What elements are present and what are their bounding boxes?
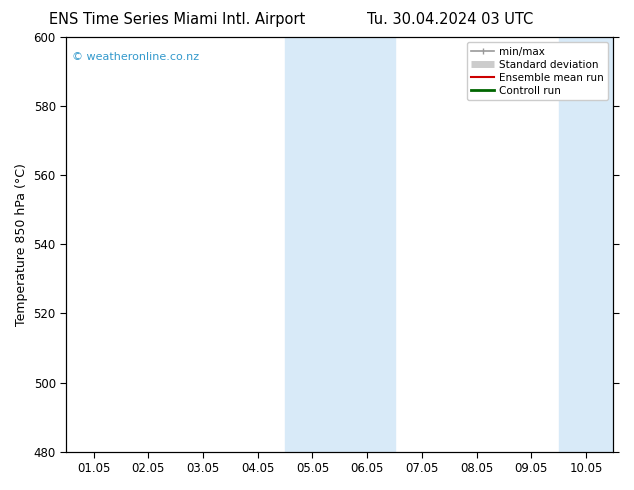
Text: © weatheronline.co.nz: © weatheronline.co.nz <box>72 51 199 62</box>
Text: Tu. 30.04.2024 03 UTC: Tu. 30.04.2024 03 UTC <box>367 12 533 27</box>
Text: ENS Time Series Miami Intl. Airport: ENS Time Series Miami Intl. Airport <box>49 12 306 27</box>
Y-axis label: Temperature 850 hPa (°C): Temperature 850 hPa (°C) <box>15 163 28 326</box>
Bar <box>285 37 394 452</box>
Bar <box>559 37 634 452</box>
Legend: min/max, Standard deviation, Ensemble mean run, Controll run: min/max, Standard deviation, Ensemble me… <box>467 42 608 100</box>
